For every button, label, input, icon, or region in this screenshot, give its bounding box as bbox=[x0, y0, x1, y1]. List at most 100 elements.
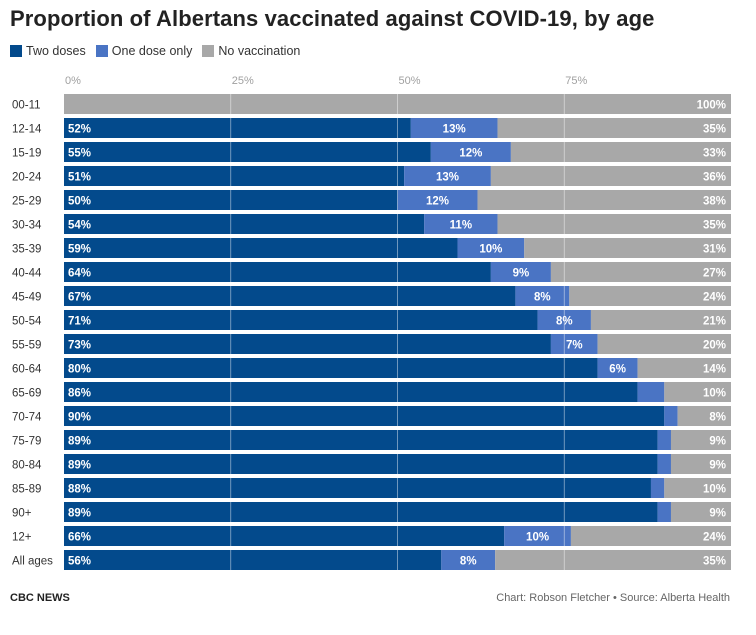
data-label-two-doses: 73% bbox=[68, 340, 91, 352]
data-label-two-doses: 55% bbox=[68, 148, 91, 160]
category-label: 55-59 bbox=[12, 340, 41, 352]
bar-one-dose bbox=[441, 550, 496, 570]
bar-one-dose bbox=[504, 526, 571, 546]
bar-two-doses bbox=[64, 238, 458, 258]
data-label-no-vaccination: 9% bbox=[709, 508, 726, 520]
bar-two-doses bbox=[64, 358, 598, 378]
data-label-two-doses: 50% bbox=[68, 196, 91, 208]
bar-two-doses bbox=[64, 478, 651, 498]
bar-one-dose bbox=[637, 382, 665, 402]
bar-two-doses bbox=[64, 550, 442, 570]
data-label-no-vaccination: 27% bbox=[703, 268, 726, 280]
category-label: 80-84 bbox=[12, 460, 42, 472]
bar-two-doses bbox=[64, 382, 638, 402]
category-label: 65-69 bbox=[12, 388, 41, 400]
category-label: 20-24 bbox=[12, 172, 42, 184]
data-label-two-doses: 89% bbox=[68, 508, 91, 520]
data-label-no-vaccination: 38% bbox=[703, 196, 726, 208]
data-label-no-vaccination: 20% bbox=[703, 340, 726, 352]
x-tick-label: 75% bbox=[565, 75, 587, 87]
bar-no-vaccination bbox=[497, 214, 731, 234]
bar-two-doses bbox=[64, 118, 411, 138]
data-label-one-dose: 13% bbox=[443, 124, 466, 136]
bar-no-vaccination bbox=[677, 406, 731, 426]
bar-no-vaccination bbox=[490, 166, 731, 186]
data-label-two-doses: 90% bbox=[68, 412, 91, 424]
category-label: 50-54 bbox=[12, 316, 42, 328]
category-label: 45-49 bbox=[12, 292, 41, 304]
legend-swatch-one-dose bbox=[95, 45, 108, 57]
data-label-no-vaccination: 21% bbox=[703, 316, 726, 328]
category-label: 00-11 bbox=[12, 100, 41, 112]
data-label-two-doses: 56% bbox=[68, 556, 91, 568]
bar-no-vaccination bbox=[670, 430, 731, 450]
data-label-two-doses: 89% bbox=[68, 460, 91, 472]
data-label-no-vaccination: 100% bbox=[697, 100, 726, 112]
bar-one-dose bbox=[457, 238, 525, 258]
bar-two-doses bbox=[64, 406, 665, 426]
bar-one-dose bbox=[515, 286, 570, 306]
data-label-one-dose: 9% bbox=[513, 268, 530, 280]
bar-no-vaccination bbox=[670, 502, 731, 522]
bar-no-vaccination bbox=[510, 142, 731, 162]
bar-one-dose bbox=[424, 214, 498, 234]
bar-two-doses bbox=[64, 454, 658, 474]
bar-two-doses bbox=[64, 502, 658, 522]
category-label: 30-34 bbox=[12, 220, 42, 232]
x-tick-label: 0% bbox=[65, 75, 81, 87]
bar-one-dose bbox=[650, 478, 665, 498]
data-label-one-dose: 8% bbox=[534, 292, 551, 304]
category-label: 85-89 bbox=[12, 484, 41, 496]
bar-two-doses bbox=[64, 262, 491, 282]
category-label: 70-74 bbox=[12, 412, 42, 424]
category-label: 90+ bbox=[12, 508, 32, 520]
bar-one-dose bbox=[397, 190, 478, 210]
bar-two-doses bbox=[64, 430, 658, 450]
bar-no-vaccination bbox=[495, 550, 731, 570]
data-label-one-dose: 7% bbox=[566, 340, 583, 352]
x-tick-label: 25% bbox=[232, 75, 254, 87]
data-label-two-doses: 64% bbox=[68, 268, 91, 280]
bar-no-vaccination bbox=[570, 526, 731, 546]
category-label: 60-64 bbox=[12, 364, 42, 376]
bar-one-dose bbox=[657, 430, 671, 450]
bar-two-doses bbox=[64, 214, 425, 234]
bar-two-doses bbox=[64, 334, 551, 354]
bar-no-vaccination bbox=[497, 118, 731, 138]
x-tick-label: 50% bbox=[399, 75, 421, 87]
category-label: 25-29 bbox=[12, 196, 41, 208]
data-label-two-doses: 66% bbox=[68, 532, 91, 544]
bar-no-vaccination bbox=[664, 478, 731, 498]
data-label-one-dose: 12% bbox=[459, 148, 482, 160]
bar-one-dose bbox=[550, 334, 598, 354]
data-label-two-doses: 89% bbox=[68, 436, 91, 448]
bar-one-dose bbox=[657, 502, 671, 522]
data-label-one-dose: 10% bbox=[526, 532, 549, 544]
data-label-two-doses: 88% bbox=[68, 484, 91, 496]
data-label-two-doses: 86% bbox=[68, 388, 91, 400]
bar-two-doses bbox=[64, 142, 431, 162]
data-label-no-vaccination: 9% bbox=[709, 460, 726, 472]
legend-item-two-doses: Two doses bbox=[10, 44, 86, 58]
bar-no-vaccination bbox=[590, 310, 731, 330]
data-label-one-dose: 12% bbox=[426, 196, 449, 208]
category-label: 15-19 bbox=[12, 148, 41, 160]
data-label-two-doses: 52% bbox=[68, 124, 91, 136]
data-label-two-doses: 59% bbox=[68, 244, 91, 256]
data-label-one-dose: 11% bbox=[450, 220, 472, 232]
chart-title: Proportion of Albertans vaccinated again… bbox=[10, 6, 655, 31]
legend-item-no-vaccination: No vaccination bbox=[202, 44, 300, 58]
bar-no-vaccination bbox=[550, 262, 731, 282]
data-label-no-vaccination: 35% bbox=[703, 220, 726, 232]
category-label: 40-44 bbox=[12, 268, 42, 280]
data-label-no-vaccination: 36% bbox=[703, 172, 726, 184]
bar-one-dose bbox=[430, 142, 511, 162]
category-label: 12-14 bbox=[12, 124, 42, 136]
bar-no-vaccination bbox=[597, 334, 731, 354]
bar-no-vaccination bbox=[524, 238, 731, 258]
data-label-two-doses: 51% bbox=[68, 172, 91, 184]
legend-label-no-vaccination: No vaccination bbox=[218, 44, 301, 58]
data-label-one-dose: 13% bbox=[436, 172, 459, 184]
bar-two-doses bbox=[64, 310, 538, 330]
bar-one-dose bbox=[657, 454, 671, 474]
